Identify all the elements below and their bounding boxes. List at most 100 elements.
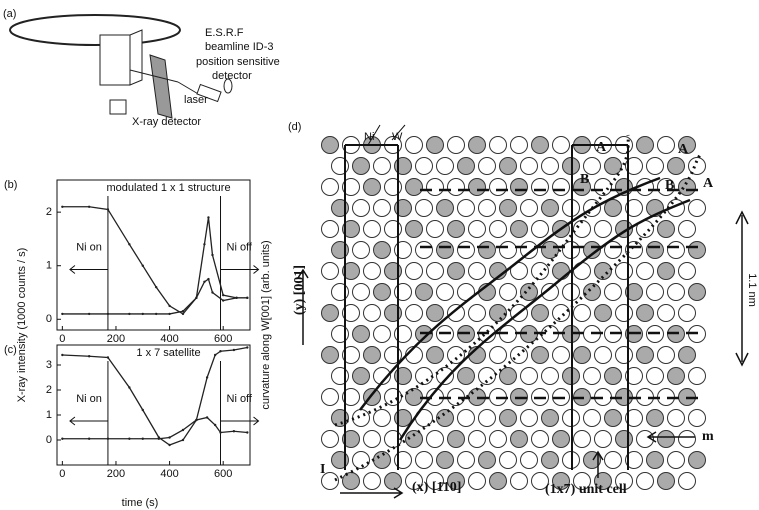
atom — [426, 346, 444, 364]
atom — [426, 220, 444, 238]
atom — [604, 367, 622, 385]
atom — [415, 451, 433, 469]
data-point — [207, 216, 210, 219]
atom — [646, 283, 664, 301]
atom — [688, 241, 706, 259]
atom — [678, 472, 696, 490]
atom — [499, 241, 517, 259]
data-point — [87, 355, 91, 358]
y-tick-label: 1 — [46, 409, 52, 421]
atom — [352, 409, 370, 427]
atom — [688, 451, 706, 469]
atom — [604, 283, 622, 301]
atom — [405, 472, 423, 490]
atom — [615, 304, 633, 322]
atom — [415, 283, 433, 301]
atom — [636, 346, 654, 364]
label: A — [596, 140, 607, 155]
data-point — [87, 437, 91, 440]
atom — [552, 262, 570, 280]
atom — [573, 220, 591, 238]
atom — [615, 472, 633, 490]
label: E.S.R.F — [205, 27, 244, 39]
atom — [583, 409, 601, 427]
panel-d-labels: (d) Ni W A A A B B (y) [001] 1.1 nm m I … — [288, 121, 758, 497]
data-point — [207, 277, 210, 281]
plot-frame — [56, 344, 251, 466]
atom — [489, 430, 507, 448]
atom — [604, 451, 622, 469]
atom — [457, 367, 475, 385]
data-point — [232, 430, 236, 433]
data-point — [168, 304, 171, 308]
atom — [636, 304, 654, 322]
data-point — [106, 437, 110, 440]
dotted-wall — [334, 154, 702, 482]
atom — [688, 409, 706, 427]
atom — [468, 220, 486, 238]
atom — [468, 262, 486, 280]
atom — [636, 136, 654, 154]
atom — [405, 220, 423, 238]
atom — [457, 199, 475, 217]
data-point — [181, 310, 185, 313]
label: X-ray detector — [132, 116, 201, 128]
atom — [657, 304, 675, 322]
atom — [426, 136, 444, 154]
data-point — [246, 296, 249, 300]
atom — [552, 178, 570, 196]
atom — [636, 262, 654, 280]
atom — [510, 472, 528, 490]
atom — [657, 346, 675, 364]
atom — [468, 472, 486, 490]
atom — [594, 262, 612, 280]
atom — [321, 220, 339, 238]
data-point — [181, 428, 185, 432]
atom — [625, 283, 643, 301]
atom — [499, 367, 517, 385]
atom — [352, 367, 370, 385]
domain-wall — [398, 198, 691, 441]
atom — [342, 304, 360, 322]
atom — [321, 136, 339, 154]
atom — [531, 430, 549, 448]
beam — [129, 69, 179, 83]
atom — [489, 220, 507, 238]
atom — [678, 220, 696, 238]
data-point — [221, 293, 225, 297]
atom — [352, 283, 370, 301]
y-tick-label: 2 — [46, 206, 52, 218]
atom — [373, 409, 391, 427]
data-point — [203, 280, 206, 283]
ring — [9, 14, 181, 46]
panel-a: (a) E.S.R.F beamline ID-3 position sensi… — [3, 8, 280, 128]
atom — [342, 472, 360, 490]
atom — [625, 451, 643, 469]
data-point — [246, 346, 249, 349]
atom — [510, 178, 528, 196]
data-point — [181, 438, 185, 442]
atom — [468, 136, 486, 154]
atom — [531, 178, 549, 196]
event-label: Ni on — [76, 393, 102, 405]
atom — [342, 388, 360, 406]
atom — [604, 409, 622, 427]
atom — [457, 157, 475, 175]
x-tick-label: 200 — [107, 333, 125, 345]
atom — [657, 472, 675, 490]
data-point — [168, 312, 171, 316]
atom — [657, 430, 675, 448]
atom — [667, 409, 685, 427]
atom — [321, 388, 339, 406]
atom — [447, 304, 465, 322]
data-point — [213, 423, 217, 427]
y2-axis-label: curvature along W[001] (arb. units) — [260, 240, 272, 409]
pointer — [367, 124, 406, 146]
atom — [657, 220, 675, 238]
x-tick-label: 600 — [214, 333, 232, 345]
atom — [373, 325, 391, 343]
data-point — [213, 353, 217, 357]
atom — [321, 178, 339, 196]
atom — [468, 304, 486, 322]
panel-label: (c) — [4, 344, 17, 356]
